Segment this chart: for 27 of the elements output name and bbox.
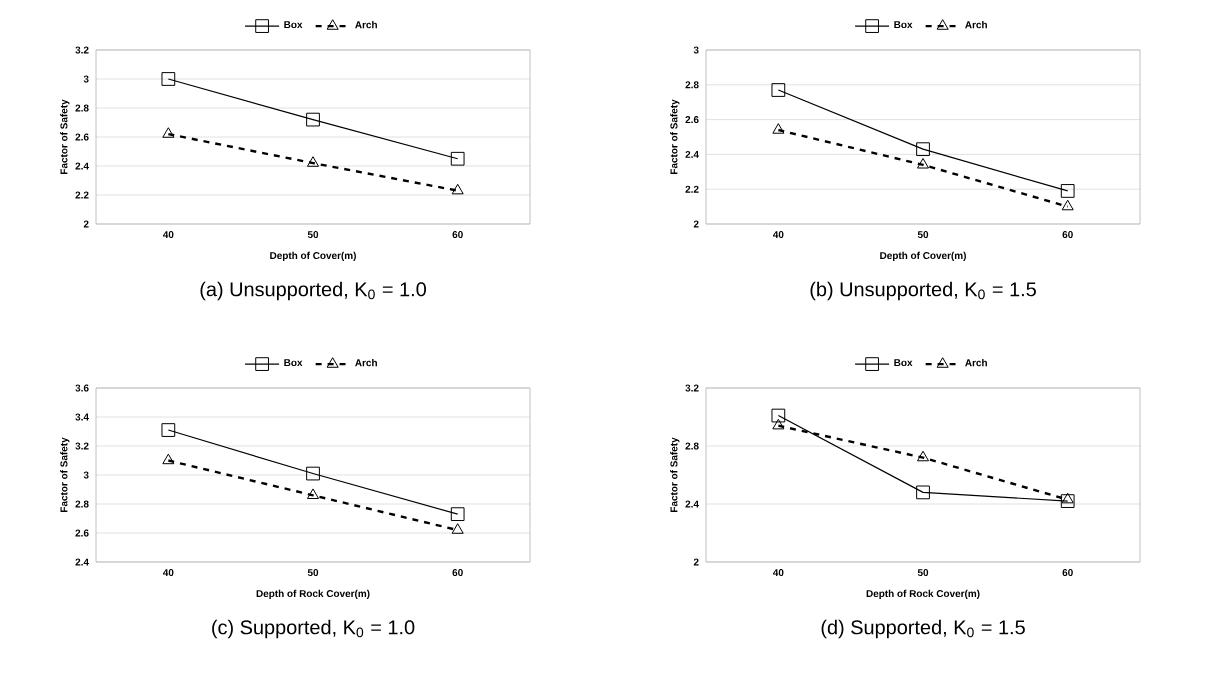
point [1060, 184, 1075, 198]
point [1060, 494, 1075, 508]
point [161, 72, 176, 86]
point [917, 157, 930, 169]
point [451, 183, 464, 195]
point [161, 423, 176, 437]
point [917, 450, 930, 462]
text: (b) Unsupported, K$_{0}$ = 1.5 [810, 281, 1036, 301]
point [772, 123, 785, 134]
point [162, 453, 175, 465]
point [1061, 199, 1074, 211]
point [450, 151, 465, 166]
point [306, 466, 320, 481]
point [306, 112, 320, 127]
point [450, 507, 465, 522]
point [162, 127, 175, 138]
point [916, 485, 930, 500]
point [451, 523, 464, 534]
point [771, 408, 786, 423]
point [771, 83, 786, 97]
text: (c) Supported, K$_{0}$ = 1.0 [212, 619, 415, 639]
point [306, 488, 320, 499]
point [306, 156, 320, 167]
point [916, 142, 930, 157]
point [1061, 492, 1074, 504]
text: (a) Unsupported, K$_{0}$ = 1.0 [200, 281, 426, 301]
text: (d) Supported, K$_{0}$ = 1.5 [821, 619, 1025, 639]
